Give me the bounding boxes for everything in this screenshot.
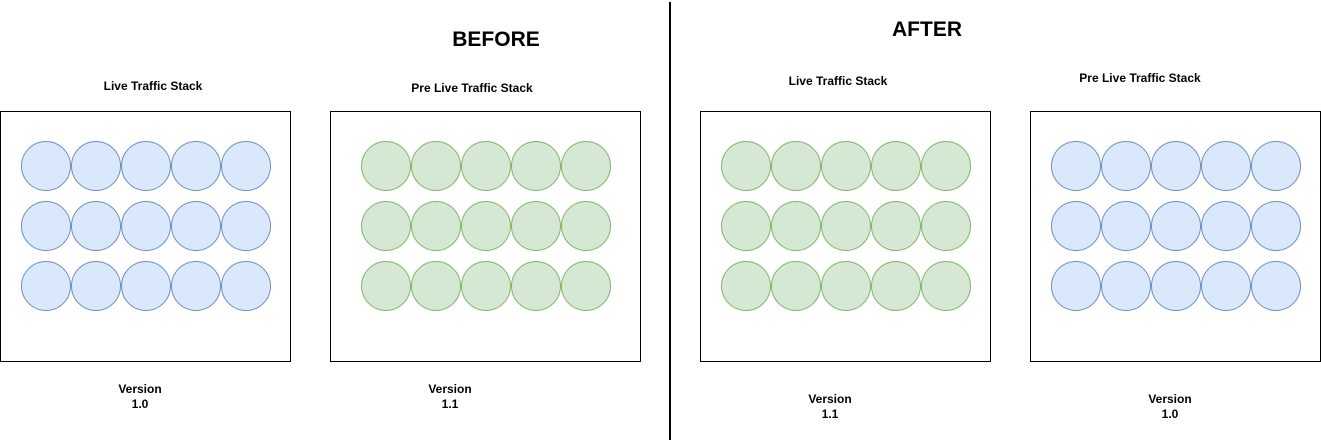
server-node-blue: [71, 201, 121, 251]
server-node-blue: [21, 201, 71, 251]
server-node-blue: [1151, 141, 1201, 191]
server-node-green: [871, 261, 921, 311]
before-title: BEFORE: [452, 28, 540, 51]
server-node-green: [771, 141, 821, 191]
version-number: 1.1: [441, 397, 459, 411]
server-node-green: [721, 201, 771, 251]
after-live-stack-box: [700, 111, 991, 362]
server-node-green: [821, 261, 871, 311]
server-node-blue: [1101, 141, 1151, 191]
server-node-green: [411, 201, 461, 251]
server-node-green: [511, 261, 561, 311]
server-node-green: [461, 141, 511, 191]
server-node-green: [461, 201, 511, 251]
after-live-stack-label: Live Traffic Stack: [788, 74, 888, 88]
server-node-green: [921, 261, 971, 311]
server-node-green: [821, 141, 871, 191]
server-node-blue: [1201, 261, 1251, 311]
server-node-green: [771, 261, 821, 311]
server-node-green: [771, 201, 821, 251]
after-prelive-stack-label: Pre Live Traffic Stack: [1079, 71, 1201, 85]
server-node-blue: [71, 261, 121, 311]
server-node-blue: [1251, 261, 1301, 311]
server-node-blue: [1101, 261, 1151, 311]
server-node-green: [361, 261, 411, 311]
server-node-blue: [71, 141, 121, 191]
version-label: Version: [428, 382, 472, 396]
server-node-blue: [221, 141, 271, 191]
server-node-green: [511, 141, 561, 191]
server-node-blue: [1251, 141, 1301, 191]
server-node-green: [871, 201, 921, 251]
server-node-blue: [1201, 201, 1251, 251]
server-node-blue: [1151, 261, 1201, 311]
server-node-blue: [121, 261, 171, 311]
before-prelive-version: Version 1.1: [400, 382, 500, 412]
server-node-green: [561, 141, 611, 191]
server-node-blue: [1051, 201, 1101, 251]
version-label: Version: [1148, 392, 1192, 406]
before-live-version: Version 1.0: [90, 382, 190, 412]
server-node-green: [721, 261, 771, 311]
server-node-green: [511, 201, 561, 251]
server-node-blue: [21, 141, 71, 191]
server-node-green: [921, 201, 971, 251]
server-node-green: [461, 261, 511, 311]
server-node-blue: [221, 201, 271, 251]
version-number: 1.1: [821, 407, 839, 421]
server-node-green: [411, 261, 461, 311]
server-node-green: [871, 141, 921, 191]
server-node-green: [561, 261, 611, 311]
before-live-stack-label: Live Traffic Stack: [103, 79, 203, 93]
server-node-blue: [171, 261, 221, 311]
version-label: Version: [118, 382, 162, 396]
server-node-blue: [1051, 141, 1101, 191]
after-title: AFTER: [892, 18, 962, 41]
after-prelive-version: Version 1.0: [1120, 392, 1220, 422]
server-node-green: [361, 141, 411, 191]
server-node-blue: [1101, 201, 1151, 251]
before-prelive-stack-box: [330, 111, 641, 362]
server-node-blue: [121, 201, 171, 251]
server-node-blue: [1151, 201, 1201, 251]
server-node-blue: [1251, 201, 1301, 251]
server-node-blue: [171, 201, 221, 251]
server-node-green: [361, 201, 411, 251]
after-live-version: Version 1.1: [780, 392, 880, 422]
server-node-blue: [171, 141, 221, 191]
server-node-blue: [121, 141, 171, 191]
version-number: 1.0: [131, 397, 149, 411]
server-node-blue: [221, 261, 271, 311]
after-prelive-stack-box: [1030, 111, 1321, 362]
server-node-green: [411, 141, 461, 191]
version-label: Version: [808, 392, 852, 406]
server-node-green: [561, 201, 611, 251]
server-node-green: [821, 201, 871, 251]
before-live-stack-box: [0, 111, 291, 362]
server-node-blue: [1201, 141, 1251, 191]
server-node-blue: [1051, 261, 1101, 311]
server-node-blue: [21, 261, 71, 311]
server-node-green: [721, 141, 771, 191]
section-divider: [669, 2, 671, 440]
version-number: 1.0: [1161, 407, 1179, 421]
before-prelive-stack-label: Pre Live Traffic Stack: [411, 81, 533, 95]
server-node-green: [921, 141, 971, 191]
